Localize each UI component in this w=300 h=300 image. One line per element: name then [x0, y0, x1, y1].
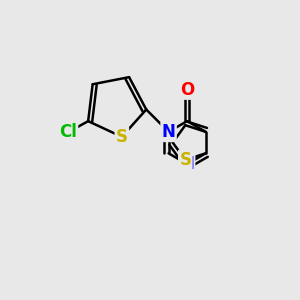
- Text: S: S: [116, 128, 128, 146]
- Text: N: N: [180, 155, 194, 173]
- Text: S: S: [179, 151, 191, 169]
- Text: N: N: [162, 123, 176, 141]
- Text: O: O: [180, 80, 194, 98]
- Text: Cl: Cl: [59, 123, 77, 141]
